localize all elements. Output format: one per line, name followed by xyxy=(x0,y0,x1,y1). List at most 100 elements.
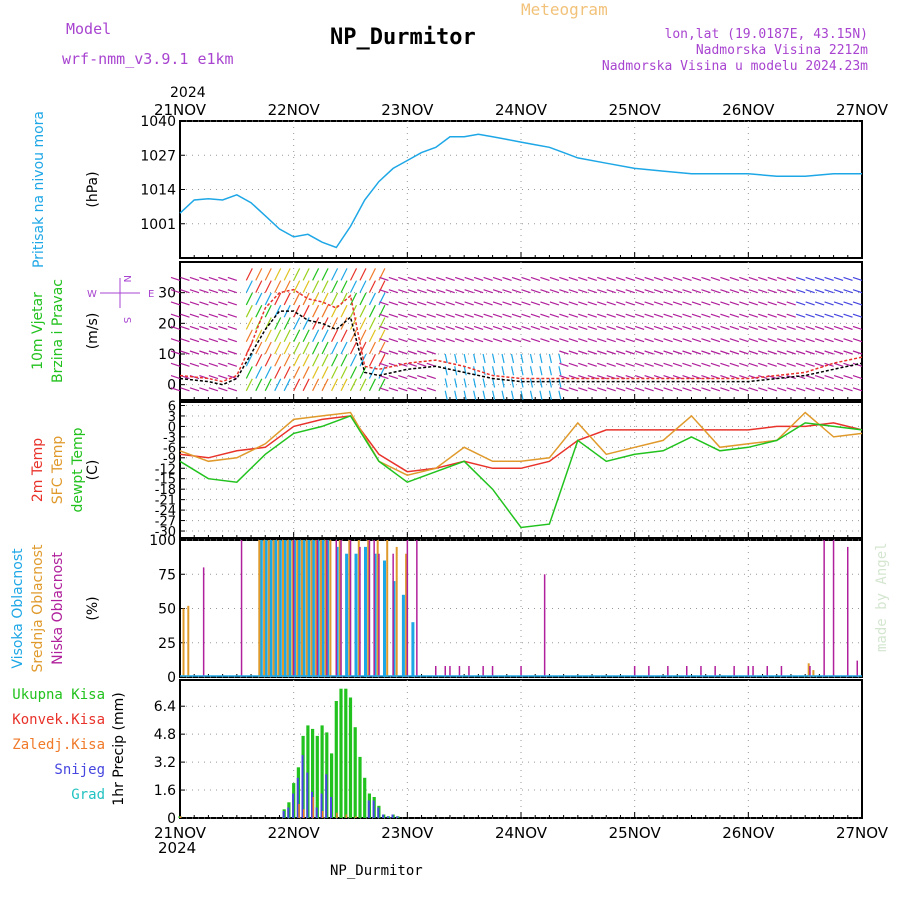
wind-barb xyxy=(739,276,749,281)
wind-barb xyxy=(597,374,607,380)
y-tick-label: -9 xyxy=(163,452,176,467)
wind-barb xyxy=(218,301,228,306)
bar-niska-oblacnost xyxy=(832,540,835,677)
wind-barb xyxy=(587,325,597,331)
wind-barb xyxy=(682,289,692,294)
bar-srednja-oblacnost xyxy=(357,540,360,677)
bar-niska-oblacnost xyxy=(809,666,811,677)
wind-barb xyxy=(701,362,711,367)
model-elevation: Nadmorska Visina u modelu 2024.23m xyxy=(602,59,868,74)
wind-barb xyxy=(672,313,683,318)
wind-barb xyxy=(644,325,654,331)
wind-barb xyxy=(426,301,436,306)
wind-barb xyxy=(274,280,282,293)
wind-barb xyxy=(378,304,386,318)
wind-barb xyxy=(729,276,740,281)
wind-barb xyxy=(189,350,200,355)
wind-barb xyxy=(454,313,465,318)
wind-barb xyxy=(587,313,597,318)
bar-snijeg xyxy=(320,793,323,818)
wind-barb xyxy=(758,350,768,355)
bar-niska-oblacnost xyxy=(444,666,446,677)
wind-barb xyxy=(264,304,272,318)
wind-barb xyxy=(208,276,219,281)
wind-barb xyxy=(255,341,263,355)
wind-barb xyxy=(529,390,534,400)
wind-barb xyxy=(407,313,417,318)
wind-barb xyxy=(663,325,673,331)
bar-visoka-oblacnost xyxy=(288,540,292,677)
bar-srednja-oblacnost xyxy=(258,540,261,677)
wind-barb xyxy=(321,353,329,367)
wind-barb xyxy=(510,390,515,400)
wind-barb xyxy=(682,362,692,367)
wind-barb xyxy=(720,350,730,355)
wind-barb xyxy=(473,276,484,281)
time-label-bottom: 22NOV xyxy=(268,824,321,842)
year-bottom: 2024 xyxy=(158,839,196,857)
wind-barb xyxy=(530,301,541,306)
wind-barb xyxy=(852,325,863,331)
bar-snijeg xyxy=(296,777,299,818)
bar-ukupna-kisa xyxy=(330,753,334,818)
wind-barb xyxy=(170,350,181,355)
wind-barb xyxy=(748,313,758,318)
bar-niska-oblacnost xyxy=(856,660,858,677)
wind-barb xyxy=(293,366,301,379)
wind-barb xyxy=(331,292,339,306)
wind-barb xyxy=(436,301,446,306)
wind-barb xyxy=(729,362,740,367)
y-tick-label: 100 xyxy=(149,533,176,549)
wind-barb xyxy=(473,366,477,376)
wind-barb xyxy=(444,366,448,376)
bar-visoka-oblacnost xyxy=(373,553,377,677)
y-tick-label: -24 xyxy=(155,504,176,519)
wind-barb xyxy=(378,378,386,392)
wind-barb xyxy=(436,289,446,294)
wind-barb xyxy=(814,301,825,306)
wind-barb xyxy=(653,362,664,367)
wind-barb xyxy=(606,338,616,343)
wind-barb xyxy=(417,350,427,355)
wind-barb xyxy=(417,362,427,367)
wind-barb xyxy=(578,362,588,367)
wind-barb xyxy=(368,329,376,343)
wind-barb xyxy=(691,289,702,294)
wind-barb xyxy=(208,362,219,367)
wind-barb xyxy=(340,304,348,318)
wind-barb xyxy=(473,325,484,331)
wind-barb xyxy=(777,350,787,355)
wind-barb xyxy=(492,276,503,281)
wind-barb xyxy=(312,366,320,379)
wind-barb xyxy=(245,378,253,392)
wind-barb xyxy=(368,353,376,367)
series-line-sfc-temp xyxy=(179,411,863,476)
wind-barb xyxy=(388,276,399,281)
time-label-top: 22NOV xyxy=(268,101,321,119)
wind-barb xyxy=(597,387,607,392)
wind-barb xyxy=(302,292,310,306)
wind-barb xyxy=(634,301,645,306)
wind-barb xyxy=(454,276,465,281)
model-value: wrf-nmm_v3.9.1 e1km xyxy=(62,50,234,68)
y-tick-label: 0 xyxy=(167,378,176,394)
wind-barb xyxy=(407,325,417,331)
y-tick-label: 6.4 xyxy=(154,699,176,715)
y-tick-label: -15 xyxy=(155,473,176,488)
wind-barb xyxy=(691,374,702,380)
bar-ukupna-kisa xyxy=(315,735,319,818)
wind-barb xyxy=(539,390,543,400)
y-tick-label: 1040 xyxy=(140,114,176,130)
wind-barb xyxy=(245,268,253,281)
bar-srednja-oblacnost xyxy=(267,540,270,677)
wind-barb xyxy=(587,338,597,343)
wind-barb xyxy=(748,301,758,306)
wind-barb xyxy=(539,366,543,376)
wind-barb xyxy=(445,325,455,331)
wind-barb xyxy=(795,350,806,355)
wind-barb xyxy=(777,387,787,392)
wind-barb xyxy=(748,387,758,392)
wind-barb xyxy=(445,276,455,281)
wind-barb xyxy=(463,366,467,376)
wind-barb xyxy=(529,353,534,364)
